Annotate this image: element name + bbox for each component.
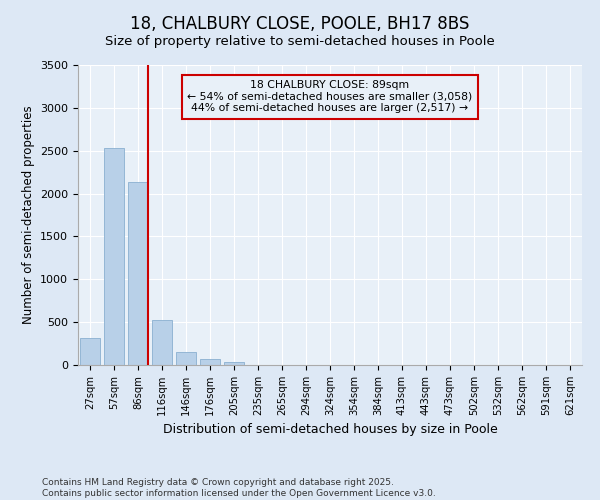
- Text: Size of property relative to semi-detached houses in Poole: Size of property relative to semi-detach…: [105, 35, 495, 48]
- Bar: [104, 148, 124, 365]
- Y-axis label: Number of semi-detached properties: Number of semi-detached properties: [22, 106, 35, 324]
- Bar: [128, 182, 148, 365]
- Text: 18 CHALBURY CLOSE: 89sqm
← 54% of semi-detached houses are smaller (3,058)
44% o: 18 CHALBURY CLOSE: 89sqm ← 54% of semi-d…: [187, 80, 473, 113]
- Bar: [152, 320, 172, 365]
- Bar: [176, 352, 196, 365]
- Bar: [80, 338, 100, 365]
- X-axis label: Distribution of semi-detached houses by size in Poole: Distribution of semi-detached houses by …: [163, 424, 497, 436]
- Text: Contains HM Land Registry data © Crown copyright and database right 2025.
Contai: Contains HM Land Registry data © Crown c…: [42, 478, 436, 498]
- Bar: [224, 362, 244, 365]
- Bar: [200, 360, 220, 365]
- Text: 18, CHALBURY CLOSE, POOLE, BH17 8BS: 18, CHALBURY CLOSE, POOLE, BH17 8BS: [130, 15, 470, 33]
